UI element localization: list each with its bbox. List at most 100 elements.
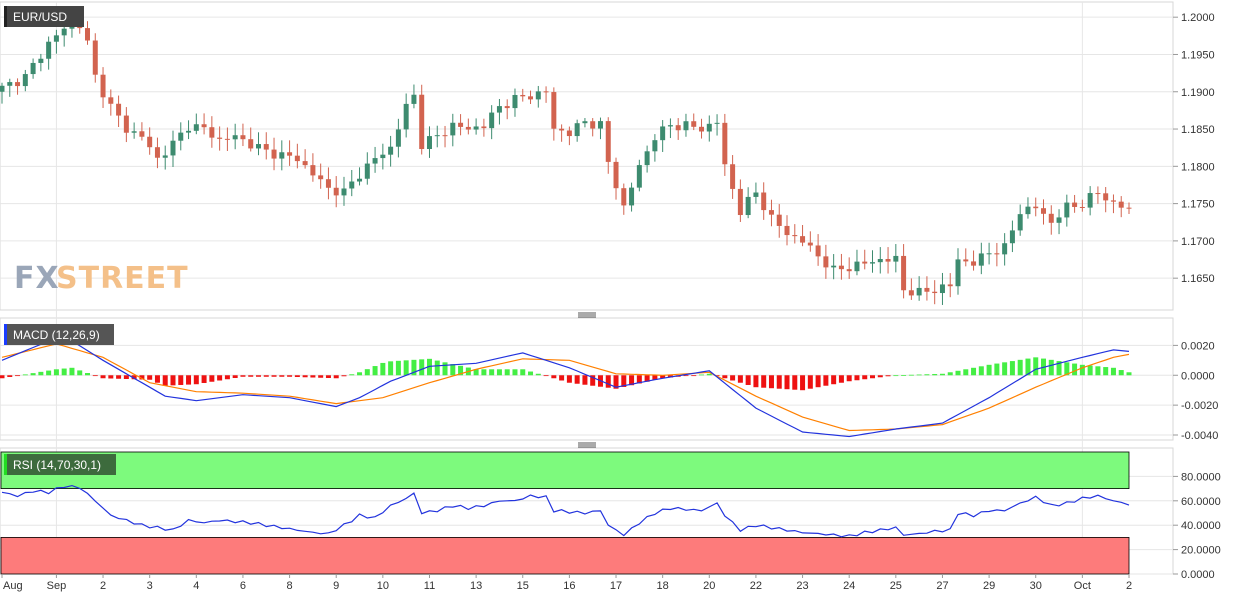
rsi-panel-label: RSI (14,70,30,1): [4, 454, 116, 475]
candle: [496, 98, 502, 125]
candle: [15, 78, 21, 95]
price-tick-label: 1.1750: [1181, 199, 1215, 211]
candle: [699, 118, 705, 139]
candle: [100, 67, 106, 108]
candle: [800, 225, 806, 247]
candle: [613, 157, 619, 200]
candle: [971, 250, 977, 271]
candle: [1033, 197, 1039, 217]
macd-hist-bar: [535, 373, 541, 376]
candle: [807, 231, 813, 252]
candle: [240, 123, 246, 147]
candle: [574, 119, 580, 142]
macd-tick-label: 0.0000: [1181, 370, 1215, 382]
x-tick-label: 27: [936, 580, 948, 592]
candle: [395, 118, 401, 158]
macd-hist-bar: [644, 375, 650, 382]
x-tick-label: 13: [470, 580, 482, 592]
candle: [279, 140, 285, 171]
candle: [139, 122, 145, 141]
macd-hist-bar: [154, 375, 160, 383]
candle: [92, 33, 98, 83]
candle: [761, 182, 767, 220]
candle: [512, 88, 518, 117]
watermark-right: STREET: [56, 261, 189, 296]
rsi-oversold-zone: [0, 537, 1130, 575]
macd-hist-bar: [792, 375, 798, 390]
macd-hist-bar: [908, 374, 914, 376]
macd-signal-line: [1, 343, 1130, 432]
macd-hist-bar: [357, 372, 363, 376]
candle: [947, 273, 953, 298]
macd-hist-bar: [504, 369, 510, 376]
candle: [403, 93, 409, 138]
macd-hist-bar: [660, 375, 666, 379]
macd-hist-bar: [294, 375, 300, 378]
candle: [442, 125, 448, 148]
candle: [489, 105, 495, 140]
macd-hist-bar: [559, 375, 565, 381]
macd-hist-bar: [667, 375, 673, 378]
candle: [730, 155, 736, 199]
macd-hist-bar: [7, 375, 13, 377]
macd-hist-bar: [877, 375, 883, 378]
x-tick-label: 18: [657, 580, 669, 592]
candle: [908, 278, 914, 300]
macd-hist-bar: [978, 366, 984, 376]
candle: [388, 135, 394, 167]
macd-hist-bar: [621, 375, 627, 387]
x-axis-ticks: Aug Sep 2 3 4 6 8 9 10 11 13 15 16 17 18 20 22 23 24 25 27 29…: [1, 574, 1132, 592]
macd-hist-bar: [939, 373, 945, 376]
candle: [924, 276, 930, 301]
macd-hist-bar: [84, 373, 90, 376]
macd-hist-bar: [442, 362, 448, 376]
candle: [473, 118, 479, 135]
candle: [535, 85, 541, 108]
candle: [823, 244, 829, 279]
macd-hist-bar: [310, 375, 316, 378]
macd-resize-handle[interactable]: [578, 312, 596, 318]
macd-hist-bar: [1072, 363, 1078, 376]
candle: [123, 107, 129, 143]
macd-hist-bar: [823, 375, 829, 386]
candle: [644, 145, 650, 173]
candle: [217, 126, 223, 151]
x-tick-label: 30: [1030, 580, 1042, 592]
macd-hist-bar: [255, 375, 261, 377]
rsi-axis-ticks: 80.0000 60.0000 40.0000 20.0000 0.0000: [1173, 471, 1221, 581]
rsi-tick-label: 0.0000: [1181, 569, 1215, 581]
candle: [170, 130, 176, 167]
candle: [1110, 194, 1116, 214]
candle: [1079, 199, 1085, 212]
macd-hist-bar: [364, 369, 370, 376]
macd-hist-bar: [271, 375, 277, 377]
candle: [162, 145, 168, 170]
rsi-resize-handle[interactable]: [578, 442, 596, 448]
candle: [636, 159, 642, 192]
macd-hist-bar: [1017, 359, 1023, 376]
candle: [667, 118, 673, 139]
macd-hist-bar: [636, 375, 642, 384]
fxstreet-watermark: FX STREET: [14, 261, 189, 296]
candle: [434, 125, 440, 148]
macd-hist-bar: [1064, 362, 1070, 376]
macd-hist-bar: [201, 375, 207, 383]
candle: [675, 118, 681, 140]
macd-hist-bar: [450, 364, 456, 376]
candle: [1095, 186, 1101, 204]
candle: [745, 187, 751, 219]
macd-panel-label: MACD (12,26,9): [4, 324, 114, 345]
candle: [458, 114, 464, 136]
macd-hist-bar: [971, 367, 977, 376]
macd-hist-bar: [815, 375, 821, 388]
candle: [520, 88, 526, 102]
candle: [116, 95, 122, 127]
candle: [372, 146, 378, 173]
x-tick-label: 2: [1126, 580, 1132, 592]
candle: [310, 153, 316, 182]
macd-hist-bar: [131, 375, 137, 380]
macd-hist-bar: [613, 375, 619, 389]
candle: [287, 140, 293, 166]
macd-hist-bar: [69, 367, 75, 376]
